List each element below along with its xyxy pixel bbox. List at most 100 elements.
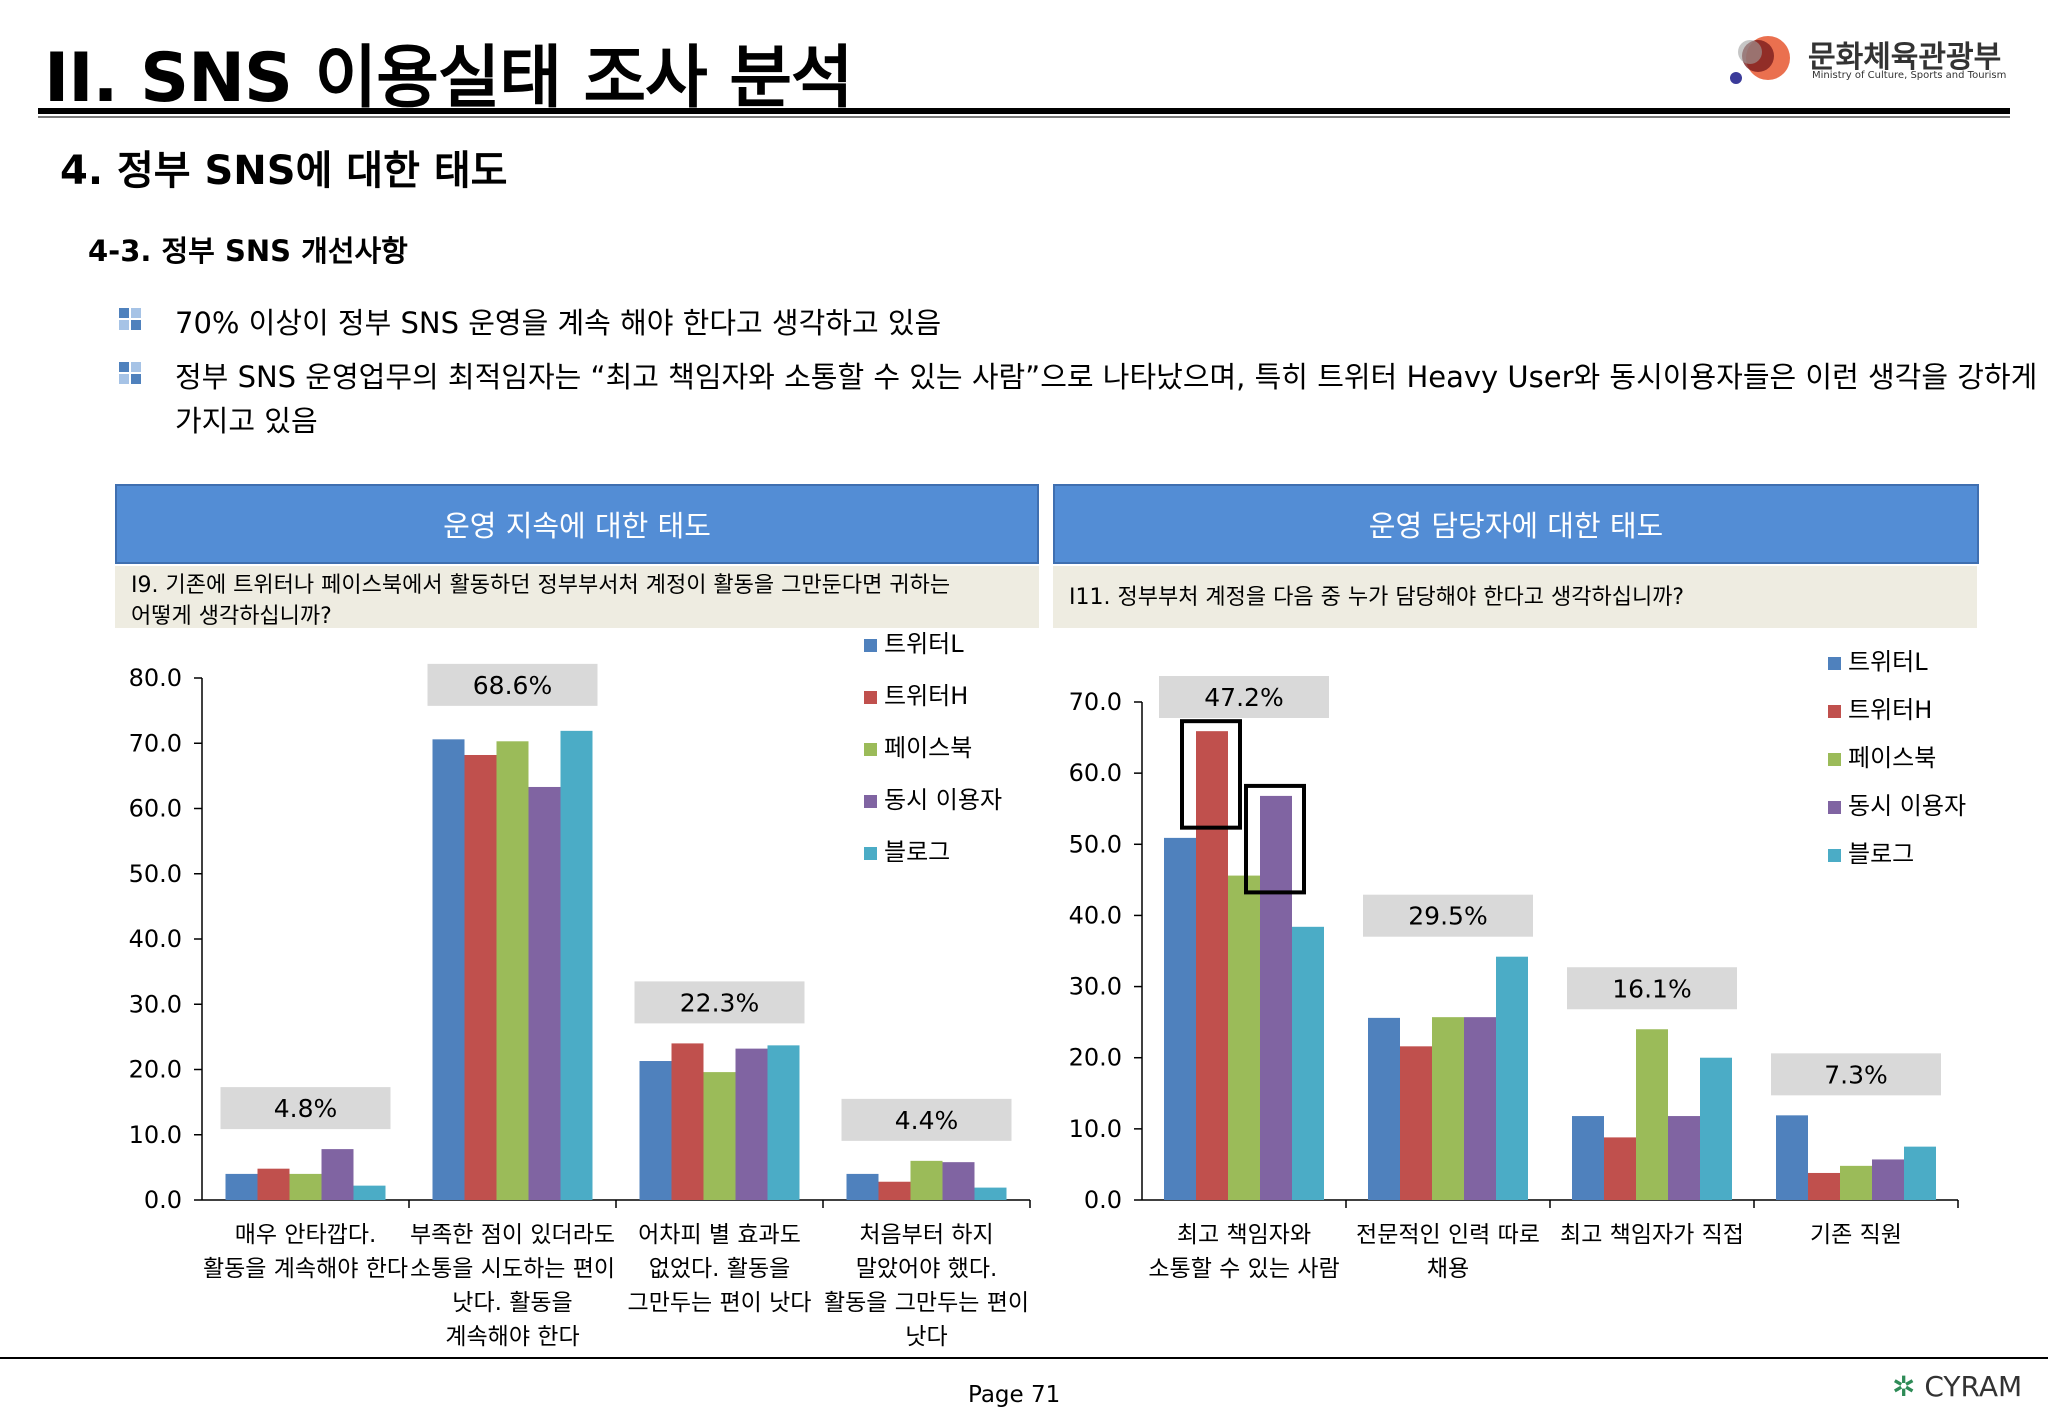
callout-label: 7.3%: [1824, 1060, 1888, 1089]
callout-box: [220, 1087, 391, 1130]
bar: [703, 1072, 736, 1200]
callout-label: 68.6%: [473, 671, 552, 700]
y-tick-label: 0.0: [144, 1186, 182, 1214]
bar: [1496, 956, 1528, 1200]
y-tick-label: 50.0: [129, 860, 182, 888]
legend-swatch: [1828, 657, 1841, 670]
callout-label: 4.4%: [895, 1106, 959, 1135]
y-tick-label: 20.0: [1069, 1044, 1122, 1072]
ministry-logo-name: 문화체육관광부: [1808, 40, 2002, 75]
legend-swatch: [864, 691, 877, 704]
bar: [1164, 837, 1196, 1200]
legend-label: 블로그: [884, 838, 950, 866]
category-label: 기존 직원: [1810, 1222, 1902, 1248]
bar: [1808, 1172, 1840, 1200]
callout-box: [1159, 676, 1329, 718]
y-tick-label: 0.0: [1084, 1186, 1122, 1214]
legend-swatch: [1828, 705, 1841, 718]
bar: [1776, 1115, 1808, 1200]
bar: [1432, 1017, 1464, 1200]
legend-swatch: [864, 639, 877, 652]
bar: [1228, 875, 1260, 1200]
y-tick-label: 70.0: [129, 729, 182, 757]
y-tick-label: 40.0: [129, 925, 182, 953]
ministry-logo-icon: [1730, 36, 1790, 84]
category-label: 어차피 별 효과도: [638, 1222, 801, 1248]
question-text: I11. 정부부처 계정을 다음 중 누가 담당해야 한다고 생각하십니까?: [1069, 584, 1685, 610]
bar: [1464, 1017, 1496, 1200]
legend-label: 페이스북: [1848, 744, 1936, 772]
legend-label: 트위터L: [884, 632, 964, 658]
cyram-logo-icon: ✲: [1892, 1370, 1916, 1403]
bar: [1196, 731, 1228, 1200]
bar: [528, 786, 561, 1200]
category-label: 소통을 시도하는 편이: [410, 1256, 615, 1282]
category-label: 없었다. 활동을: [649, 1256, 791, 1282]
bar: [432, 739, 465, 1200]
bar: [257, 1168, 290, 1200]
bar: [1904, 1146, 1936, 1200]
legend-label: 동시 이용자: [1848, 792, 1966, 820]
category-label: 활동을 그만두는 편이: [824, 1290, 1029, 1316]
bar: [225, 1173, 258, 1200]
y-tick-label: 30.0: [129, 990, 182, 1018]
bar: [846, 1173, 879, 1200]
callout-label: 22.3%: [680, 988, 759, 1017]
callout-box: [634, 981, 805, 1024]
chart-continuity: 0.0 10.0 20.0 30.0 40.0 50.0 60.0 70.0 80.0 4.8% 매…: [129, 632, 1031, 1350]
bullet-square-icon: [119, 308, 141, 330]
legend-swatch: [1828, 849, 1841, 862]
callout-box: [1771, 1053, 1941, 1096]
category-label: 처음부터 하지: [859, 1222, 993, 1248]
y-tick-label: 30.0: [1069, 973, 1122, 1001]
bar: [321, 1149, 354, 1200]
bullet-text: 70% 이상이 정부 SNS 운영을 계속 해야 한다고 생각하고 있음: [175, 306, 942, 340]
bullet-square-icon: [119, 362, 141, 384]
legend-swatch: [864, 743, 877, 756]
legend-label: 트위터H: [884, 682, 968, 710]
subsection-title: 4-3. 정부 SNS 개선사항: [88, 234, 408, 268]
callout-box: [841, 1098, 1012, 1141]
bar: [910, 1160, 943, 1200]
section-title: 4. 정부 SNS에 대한 태도: [60, 148, 508, 194]
callout-box: [1567, 967, 1737, 1010]
category-label: 최고 책임자와: [1177, 1222, 1311, 1248]
bar: [639, 1061, 672, 1200]
question-box-i9: I9. 기존에 트위터나 페이스북에서 활동하던 정부부서처 계정이 활동을 그…: [115, 566, 1039, 629]
ministry-logo-subtitle: Ministry of Culture, Sports and Tourism: [1812, 70, 2007, 81]
question-text: I9. 기존에 트위터나 페이스북에서 활동하던 정부부서처 계정이 활동을 그…: [131, 573, 951, 598]
legend-swatch: [864, 795, 877, 808]
panel-header-manager: 운영 담당자에 대한 태도: [1053, 484, 1979, 564]
bullet-text: 정부 SNS 운영업무의 최적임자는 “최고 책임자와 소통할 수 있는 사람”…: [175, 360, 2038, 394]
category-label: 계속해야 한다: [445, 1324, 579, 1350]
bar: [1400, 1046, 1432, 1200]
category-label: 채용: [1427, 1256, 1469, 1282]
cyram-logo-text: CYRAM: [1924, 1370, 2023, 1403]
panel-header-continuity: 운영 지속에 대한 태도: [115, 484, 1039, 564]
bar: [942, 1162, 975, 1200]
bar: [496, 741, 529, 1200]
legend-label: 페이스북: [884, 734, 972, 762]
callout-label: 4.8%: [274, 1094, 338, 1123]
callout-box: [1363, 894, 1533, 937]
bullet-text-continued: 가지고 있음: [175, 404, 318, 438]
bar: [1604, 1137, 1636, 1200]
bar: [735, 1048, 768, 1200]
legend-label: 동시 이용자: [884, 786, 1002, 814]
title-rule-thin: [38, 116, 2010, 118]
bar: [353, 1185, 386, 1200]
cyram-logo: ✲ CYRAM: [1892, 1370, 2022, 1403]
category-label: 최고 책임자가 직접: [1560, 1222, 1744, 1248]
page-number: Page 71: [968, 1382, 1061, 1408]
bar: [1700, 1057, 1732, 1200]
y-tick-label: 60.0: [129, 795, 182, 823]
bar: [1668, 1116, 1700, 1200]
category-label: 그만두는 편이 낫다: [628, 1290, 812, 1316]
bar: [1292, 926, 1324, 1200]
bar: [289, 1173, 322, 1200]
bar: [1636, 1029, 1668, 1200]
y-tick-label: 20.0: [129, 1056, 182, 1084]
bar: [671, 1043, 704, 1200]
bar: [1260, 795, 1292, 1200]
legend-swatch: [1828, 801, 1841, 814]
